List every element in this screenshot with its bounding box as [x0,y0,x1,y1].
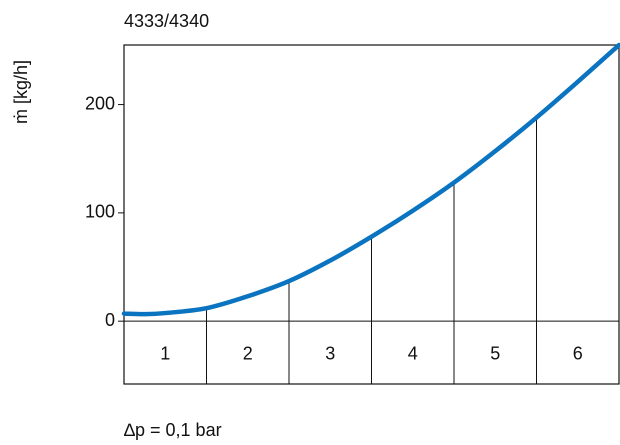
y-tick-label: 200 [85,93,115,113]
x-axis-label: ∆p = 0,1 bar [124,420,222,440]
category-label: 2 [243,343,253,363]
chart-title: 4333/4340 [124,11,209,31]
category-label: 6 [573,343,583,363]
y-axis-label: ṁ [kg/h] [11,60,31,124]
category-label: 3 [325,343,335,363]
curve [121,42,620,317]
category-label: 4 [408,343,418,363]
y-tick-label: 0 [105,310,115,330]
category-label: 5 [490,343,500,363]
y-tick-label: 100 [85,202,115,222]
category-label: 1 [160,343,170,363]
